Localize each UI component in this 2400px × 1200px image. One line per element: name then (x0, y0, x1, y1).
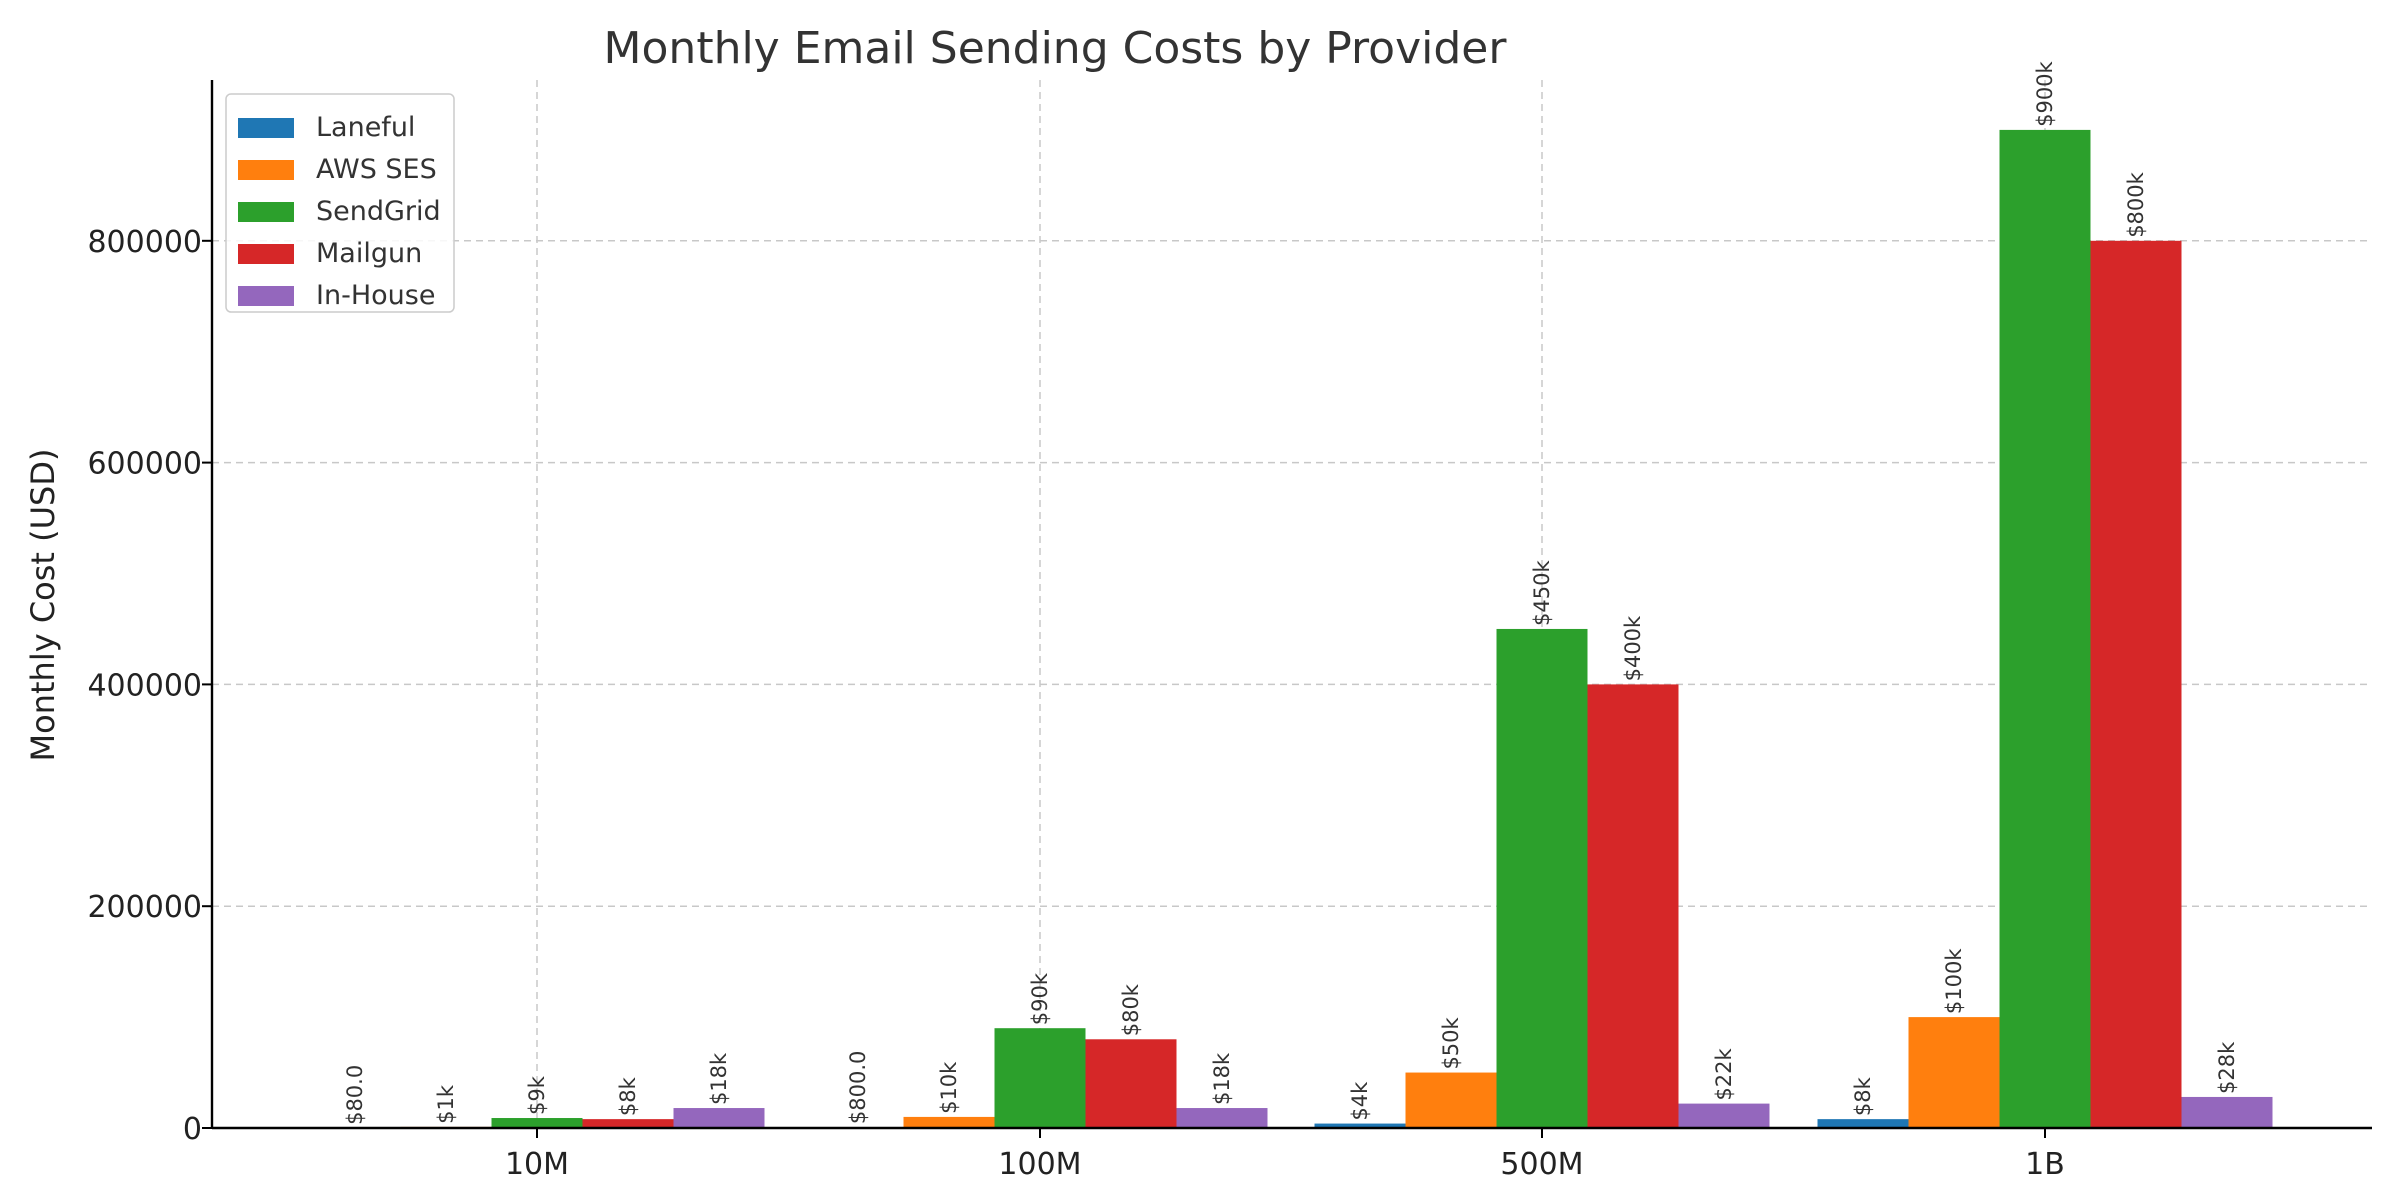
data-label: $80k (1119, 983, 1143, 1036)
chart-title: Monthly Email Sending Costs by Provider (604, 23, 1508, 74)
x-tick-label: 10M (505, 1147, 569, 1182)
bar-sendgrid-500m (1496, 628, 1588, 1128)
legend-swatch (238, 244, 294, 264)
data-label: $10k (937, 1061, 961, 1114)
y-tick-label: 800000 (87, 225, 202, 260)
bar-mailgun-1b (2090, 240, 2182, 1129)
bar-aws-ses-100m (903, 1116, 995, 1128)
data-label: $18k (1210, 1052, 1234, 1105)
data-labels: $80.0 $800.0 $4k $8k $1k $10k $50k $100k $9k $90k… (343, 60, 2239, 1124)
data-label: $28k (2215, 1041, 2239, 1094)
data-label: $50k (1439, 1016, 1463, 1069)
legend-swatch (238, 202, 294, 222)
bar-in-house-10m (673, 1108, 765, 1128)
bar-aws-ses-1b (1908, 1017, 2000, 1128)
bar-aws-ses-500m (1405, 1072, 1497, 1128)
data-label: $100k (1942, 948, 1966, 1014)
data-label: $4k (1348, 1081, 1372, 1121)
data-label: $1k (434, 1084, 458, 1124)
bars (309, 129, 2273, 1129)
legend-swatch (238, 118, 294, 138)
data-label: $22k (1712, 1048, 1736, 1101)
data-label: $9k (525, 1075, 549, 1115)
y-tick-label: 400000 (87, 668, 202, 703)
data-label: $8k (1851, 1076, 1875, 1116)
bar-sendgrid-1b (1999, 129, 2091, 1128)
data-label: $400k (1621, 615, 1645, 681)
bar-mailgun-10m (582, 1119, 674, 1128)
x-tick-label: 1B (2025, 1147, 2065, 1182)
data-label: $18k (707, 1052, 731, 1105)
bar-laneful-500m (1314, 1123, 1406, 1128)
x-tick-label: 500M (1500, 1147, 1583, 1182)
y-tick-label: 0 (183, 1112, 202, 1147)
legend-entry: Laneful (316, 112, 415, 143)
y-axis-label: Monthly Cost (USD) (24, 449, 62, 762)
data-label: $80.0 (343, 1065, 367, 1125)
legend-swatch (238, 286, 294, 306)
bar-mailgun-500m (1587, 684, 1679, 1128)
legend-entry: In-House (316, 280, 435, 311)
legend-swatch (238, 160, 294, 180)
legend-entry: AWS SES (316, 154, 437, 185)
bar-in-house-1b (2181, 1096, 2273, 1128)
bar-mailgun-100m (1085, 1039, 1177, 1128)
data-label: $800.0 (846, 1051, 870, 1124)
y-tick-label: 600000 (87, 447, 202, 482)
bar-in-house-500m (1678, 1103, 1770, 1128)
axes: 0 200000 400000 600000 800000 10M 100M 500M 1B (87, 80, 2372, 1182)
x-tick-label: 100M (998, 1147, 1081, 1182)
legend-entry: SendGrid (316, 196, 441, 227)
bar-in-house-100m (1176, 1108, 1268, 1128)
bar-laneful-1b (1817, 1119, 1909, 1128)
data-label: $90k (1028, 972, 1052, 1025)
data-label: $450k (1530, 560, 1554, 626)
bar-sendgrid-10m (491, 1118, 583, 1128)
bar-sendgrid-100m (994, 1028, 1086, 1128)
data-label: $900k (2033, 60, 2057, 126)
data-label: $8k (616, 1076, 640, 1116)
legend-entry: Mailgun (316, 238, 422, 269)
y-tick-label: 200000 (87, 890, 202, 925)
data-label: $800k (2124, 171, 2148, 237)
legend: Laneful AWS SES SendGrid Mailgun In-House (225, 93, 455, 313)
